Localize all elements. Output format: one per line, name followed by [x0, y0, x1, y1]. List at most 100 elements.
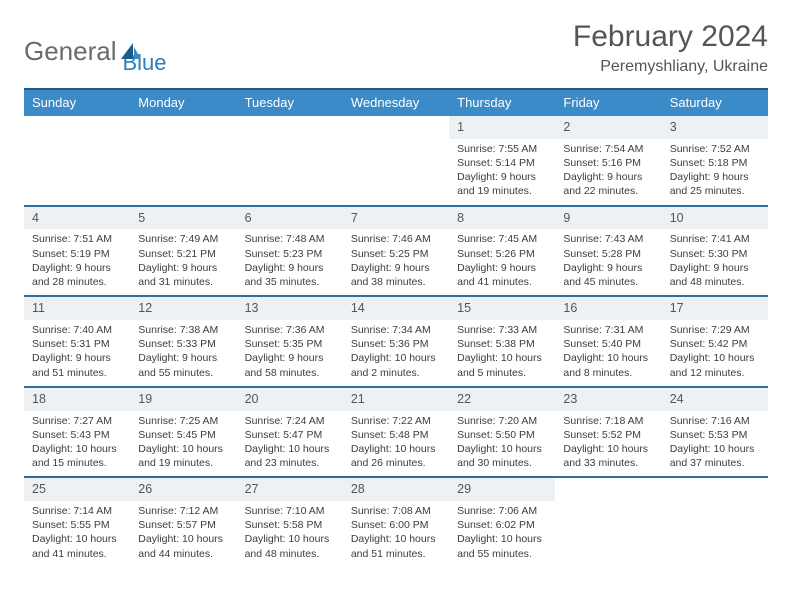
sunrise-line: Sunrise: 7:31 AM [563, 323, 655, 337]
sunrise-line: Sunrise: 7:12 AM [138, 504, 230, 518]
day-number: 22 [449, 388, 555, 411]
sunset-line: Sunset: 5:26 PM [457, 247, 549, 261]
day-number: 25 [24, 478, 130, 501]
calendar-cell: 20Sunrise: 7:24 AMSunset: 5:47 PMDayligh… [237, 388, 343, 477]
day-number: 14 [343, 297, 449, 320]
calendar-page: General Blue February 2024 Peremyshliany… [0, 0, 792, 577]
calendar-cell: 16Sunrise: 7:31 AMSunset: 5:40 PMDayligh… [555, 297, 661, 386]
sunset-line: Sunset: 5:30 PM [670, 247, 762, 261]
day-details: Sunrise: 7:22 AMSunset: 5:48 PMDaylight:… [343, 411, 449, 477]
day-number: 19 [130, 388, 236, 411]
sunrise-line: Sunrise: 7:48 AM [245, 232, 337, 246]
calendar-cell [24, 116, 130, 205]
sunset-line: Sunset: 5:42 PM [670, 337, 762, 351]
sunset-line: Sunset: 5:38 PM [457, 337, 549, 351]
calendar-cell: 27Sunrise: 7:10 AMSunset: 5:58 PMDayligh… [237, 478, 343, 567]
daylight-line-2: and 5 minutes. [457, 366, 549, 380]
daylight-line-1: Daylight: 10 hours [457, 532, 549, 546]
calendar-cell: 29Sunrise: 7:06 AMSunset: 6:02 PMDayligh… [449, 478, 555, 567]
sunset-line: Sunset: 5:25 PM [351, 247, 443, 261]
daylight-line-2: and 2 minutes. [351, 366, 443, 380]
sunrise-line: Sunrise: 7:10 AM [245, 504, 337, 518]
sunrise-line: Sunrise: 7:34 AM [351, 323, 443, 337]
day-details: Sunrise: 7:24 AMSunset: 5:47 PMDaylight:… [237, 411, 343, 477]
calendar-body: 1Sunrise: 7:55 AMSunset: 5:14 PMDaylight… [24, 116, 768, 567]
sunrise-line: Sunrise: 7:16 AM [670, 414, 762, 428]
day-details: Sunrise: 7:06 AMSunset: 6:02 PMDaylight:… [449, 501, 555, 567]
sunset-line: Sunset: 5:45 PM [138, 428, 230, 442]
sunrise-line: Sunrise: 7:20 AM [457, 414, 549, 428]
sunrise-line: Sunrise: 7:41 AM [670, 232, 762, 246]
day-details: Sunrise: 7:27 AMSunset: 5:43 PMDaylight:… [24, 411, 130, 477]
sunset-line: Sunset: 5:43 PM [32, 428, 124, 442]
weekday-header: Monday [130, 90, 236, 116]
sunset-line: Sunset: 5:35 PM [245, 337, 337, 351]
sunset-line: Sunset: 5:33 PM [138, 337, 230, 351]
daylight-line-2: and 41 minutes. [457, 275, 549, 289]
calendar-cell: 19Sunrise: 7:25 AMSunset: 5:45 PMDayligh… [130, 388, 236, 477]
daylight-line-1: Daylight: 9 hours [563, 170, 655, 184]
day-number: 26 [130, 478, 236, 501]
daylight-line-1: Daylight: 9 hours [351, 261, 443, 275]
daylight-line-2: and 31 minutes. [138, 275, 230, 289]
day-number: 17 [662, 297, 768, 320]
sunrise-line: Sunrise: 7:18 AM [563, 414, 655, 428]
day-number: 12 [130, 297, 236, 320]
calendar-cell [343, 116, 449, 205]
sunset-line: Sunset: 5:57 PM [138, 518, 230, 532]
day-details: Sunrise: 7:43 AMSunset: 5:28 PMDaylight:… [555, 229, 661, 295]
calendar-cell: 4Sunrise: 7:51 AMSunset: 5:19 PMDaylight… [24, 207, 130, 296]
sunset-line: Sunset: 5:52 PM [563, 428, 655, 442]
daylight-line-1: Daylight: 9 hours [563, 261, 655, 275]
sunset-line: Sunset: 5:16 PM [563, 156, 655, 170]
daylight-line-1: Daylight: 9 hours [457, 170, 549, 184]
weekday-header: Saturday [662, 90, 768, 116]
calendar-cell: 10Sunrise: 7:41 AMSunset: 5:30 PMDayligh… [662, 207, 768, 296]
daylight-line-2: and 19 minutes. [138, 456, 230, 470]
daylight-line-1: Daylight: 9 hours [32, 351, 124, 365]
day-number: 10 [662, 207, 768, 230]
daylight-line-2: and 45 minutes. [563, 275, 655, 289]
sunset-line: Sunset: 5:36 PM [351, 337, 443, 351]
sunrise-line: Sunrise: 7:43 AM [563, 232, 655, 246]
sunset-line: Sunset: 5:28 PM [563, 247, 655, 261]
calendar-cell: 25Sunrise: 7:14 AMSunset: 5:55 PMDayligh… [24, 478, 130, 567]
day-number: 7 [343, 207, 449, 230]
day-number: 24 [662, 388, 768, 411]
calendar-week-row: 4Sunrise: 7:51 AMSunset: 5:19 PMDaylight… [24, 207, 768, 298]
daylight-line-2: and 23 minutes. [245, 456, 337, 470]
calendar-cell [130, 116, 236, 205]
day-number: 9 [555, 207, 661, 230]
sunset-line: Sunset: 5:21 PM [138, 247, 230, 261]
day-details: Sunrise: 7:08 AMSunset: 6:00 PMDaylight:… [343, 501, 449, 567]
calendar-cell: 23Sunrise: 7:18 AMSunset: 5:52 PMDayligh… [555, 388, 661, 477]
sunrise-line: Sunrise: 7:52 AM [670, 142, 762, 156]
calendar-grid: SundayMondayTuesdayWednesdayThursdayFrid… [24, 88, 768, 567]
day-number: 13 [237, 297, 343, 320]
day-details: Sunrise: 7:12 AMSunset: 5:57 PMDaylight:… [130, 501, 236, 567]
sunset-line: Sunset: 5:23 PM [245, 247, 337, 261]
calendar-cell: 22Sunrise: 7:20 AMSunset: 5:50 PMDayligh… [449, 388, 555, 477]
daylight-line-1: Daylight: 10 hours [32, 532, 124, 546]
sunset-line: Sunset: 5:58 PM [245, 518, 337, 532]
sunrise-line: Sunrise: 7:29 AM [670, 323, 762, 337]
daylight-line-1: Daylight: 9 hours [245, 261, 337, 275]
day-number: 18 [24, 388, 130, 411]
day-details: Sunrise: 7:34 AMSunset: 5:36 PMDaylight:… [343, 320, 449, 386]
day-number: 3 [662, 116, 768, 139]
daylight-line-2: and 35 minutes. [245, 275, 337, 289]
daylight-line-1: Daylight: 10 hours [351, 351, 443, 365]
calendar-cell: 21Sunrise: 7:22 AMSunset: 5:48 PMDayligh… [343, 388, 449, 477]
daylight-line-1: Daylight: 10 hours [138, 532, 230, 546]
calendar-cell [237, 116, 343, 205]
sunrise-line: Sunrise: 7:36 AM [245, 323, 337, 337]
calendar-cell: 18Sunrise: 7:27 AMSunset: 5:43 PMDayligh… [24, 388, 130, 477]
calendar-cell: 9Sunrise: 7:43 AMSunset: 5:28 PMDaylight… [555, 207, 661, 296]
sunset-line: Sunset: 5:53 PM [670, 428, 762, 442]
day-number: 8 [449, 207, 555, 230]
sunrise-line: Sunrise: 7:49 AM [138, 232, 230, 246]
daylight-line-2: and 48 minutes. [670, 275, 762, 289]
day-details: Sunrise: 7:16 AMSunset: 5:53 PMDaylight:… [662, 411, 768, 477]
daylight-line-2: and 55 minutes. [138, 366, 230, 380]
sunset-line: Sunset: 5:47 PM [245, 428, 337, 442]
